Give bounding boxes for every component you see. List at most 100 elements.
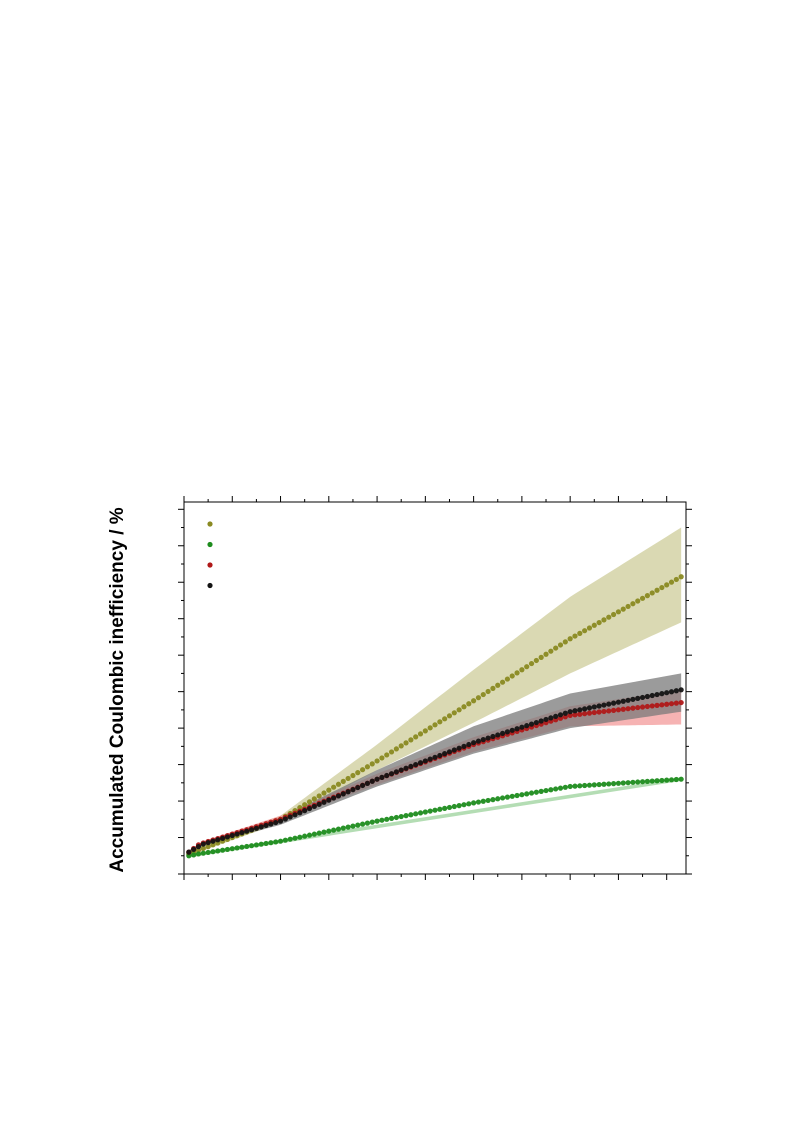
point-series-4 <box>379 774 385 780</box>
point-series-1 <box>306 799 313 805</box>
point-series-2 <box>186 853 192 859</box>
point-series-2 <box>253 842 260 848</box>
point-series-2 <box>393 814 399 821</box>
point-series-1 <box>359 767 366 773</box>
point-series-2 <box>437 806 443 812</box>
point-series-2 <box>490 797 496 803</box>
point-series-4 <box>248 827 255 833</box>
point-series-4 <box>678 687 684 693</box>
point-series-2 <box>350 823 356 829</box>
point-series-4 <box>591 704 597 710</box>
point-series-4 <box>475 738 482 744</box>
point-series-2 <box>355 822 361 828</box>
point-series-2 <box>408 812 414 818</box>
point-series-1 <box>673 576 679 583</box>
point-series-2 <box>524 791 530 797</box>
point-series-2 <box>364 820 371 826</box>
y-axis-label: Accumulated Coulombic inefficiency / % <box>107 507 128 873</box>
point-series-1 <box>335 781 342 787</box>
point-series-1 <box>485 688 491 695</box>
plot-frame <box>183 501 687 875</box>
point-series-4 <box>210 838 216 844</box>
point-series-2 <box>374 818 380 824</box>
point-series-3 <box>678 699 684 706</box>
point-series-1 <box>364 764 371 770</box>
point-series-2 <box>451 803 457 810</box>
band-series-2 <box>188 777 682 858</box>
point-series-4 <box>422 758 428 764</box>
point-series-4 <box>335 793 342 799</box>
point-series-4 <box>639 694 646 701</box>
point-series-1 <box>644 593 650 599</box>
point-series-4 <box>446 749 453 755</box>
point-series-2 <box>499 795 506 801</box>
legend-marker-series-4 <box>207 582 213 589</box>
point-series-4 <box>630 696 636 702</box>
point-series-1 <box>205 844 211 850</box>
point-series-1 <box>678 574 684 580</box>
point-series-2 <box>340 825 346 831</box>
point-series-2 <box>601 781 607 787</box>
point-series-1 <box>562 639 568 645</box>
point-series-4 <box>355 784 361 791</box>
point-series-2 <box>610 781 617 787</box>
point-series-2 <box>277 838 284 844</box>
point-series-2 <box>210 849 216 855</box>
point-series-4 <box>229 832 235 839</box>
point-series-2 <box>596 781 602 788</box>
point-series-4 <box>220 835 226 841</box>
point-series-4 <box>350 787 356 793</box>
point-series-4 <box>340 791 346 797</box>
point-series-2 <box>461 802 467 808</box>
point-series-4 <box>359 782 366 789</box>
point-series-4 <box>191 846 197 852</box>
point-series-1 <box>446 713 453 719</box>
point-series-4 <box>331 795 337 801</box>
point-series-4 <box>659 691 665 697</box>
point-series-3 <box>610 707 617 713</box>
point-series-2 <box>297 834 303 840</box>
legend-marker-series-2 <box>207 541 213 548</box>
point-series-2 <box>538 788 544 794</box>
point-series-4 <box>610 700 617 706</box>
point-series-2 <box>548 787 554 793</box>
point-series-1 <box>437 719 443 725</box>
point-series-2 <box>625 780 631 786</box>
point-series-2 <box>268 840 274 846</box>
point-series-2 <box>388 815 395 821</box>
point-series-4 <box>519 724 525 730</box>
point-series-4 <box>224 834 231 840</box>
point-series-1 <box>649 590 655 596</box>
point-series-1 <box>345 775 351 782</box>
point-series-4 <box>567 709 573 715</box>
point-series-1 <box>350 772 356 779</box>
point-series-2 <box>263 840 269 847</box>
point-series-1 <box>635 598 641 604</box>
point-series-2 <box>417 810 424 816</box>
point-series-2 <box>586 782 593 788</box>
point-series-4 <box>326 797 332 803</box>
point-series-4 <box>509 727 515 733</box>
point-series-1 <box>601 617 607 623</box>
point-series-3 <box>635 704 641 711</box>
point-series-4 <box>253 825 260 831</box>
point-series-4 <box>514 726 520 732</box>
point-series-1 <box>572 633 578 639</box>
point-series-3 <box>567 712 573 718</box>
point-series-2 <box>620 780 626 786</box>
point-series-2 <box>326 828 332 834</box>
point-series-2 <box>239 844 245 850</box>
point-series-2 <box>543 787 549 794</box>
point-series-1 <box>210 842 216 848</box>
point-series-3 <box>591 709 597 716</box>
point-series-1 <box>475 695 482 701</box>
point-series-1 <box>533 657 539 664</box>
point-series-4 <box>369 778 375 784</box>
point-series-1 <box>499 679 506 685</box>
point-series-1 <box>374 758 380 764</box>
point-series-2 <box>287 836 293 842</box>
point-series-4 <box>302 808 308 814</box>
point-series-1 <box>369 761 375 767</box>
band-series-1 <box>188 527 682 856</box>
point-series-2 <box>514 792 520 799</box>
